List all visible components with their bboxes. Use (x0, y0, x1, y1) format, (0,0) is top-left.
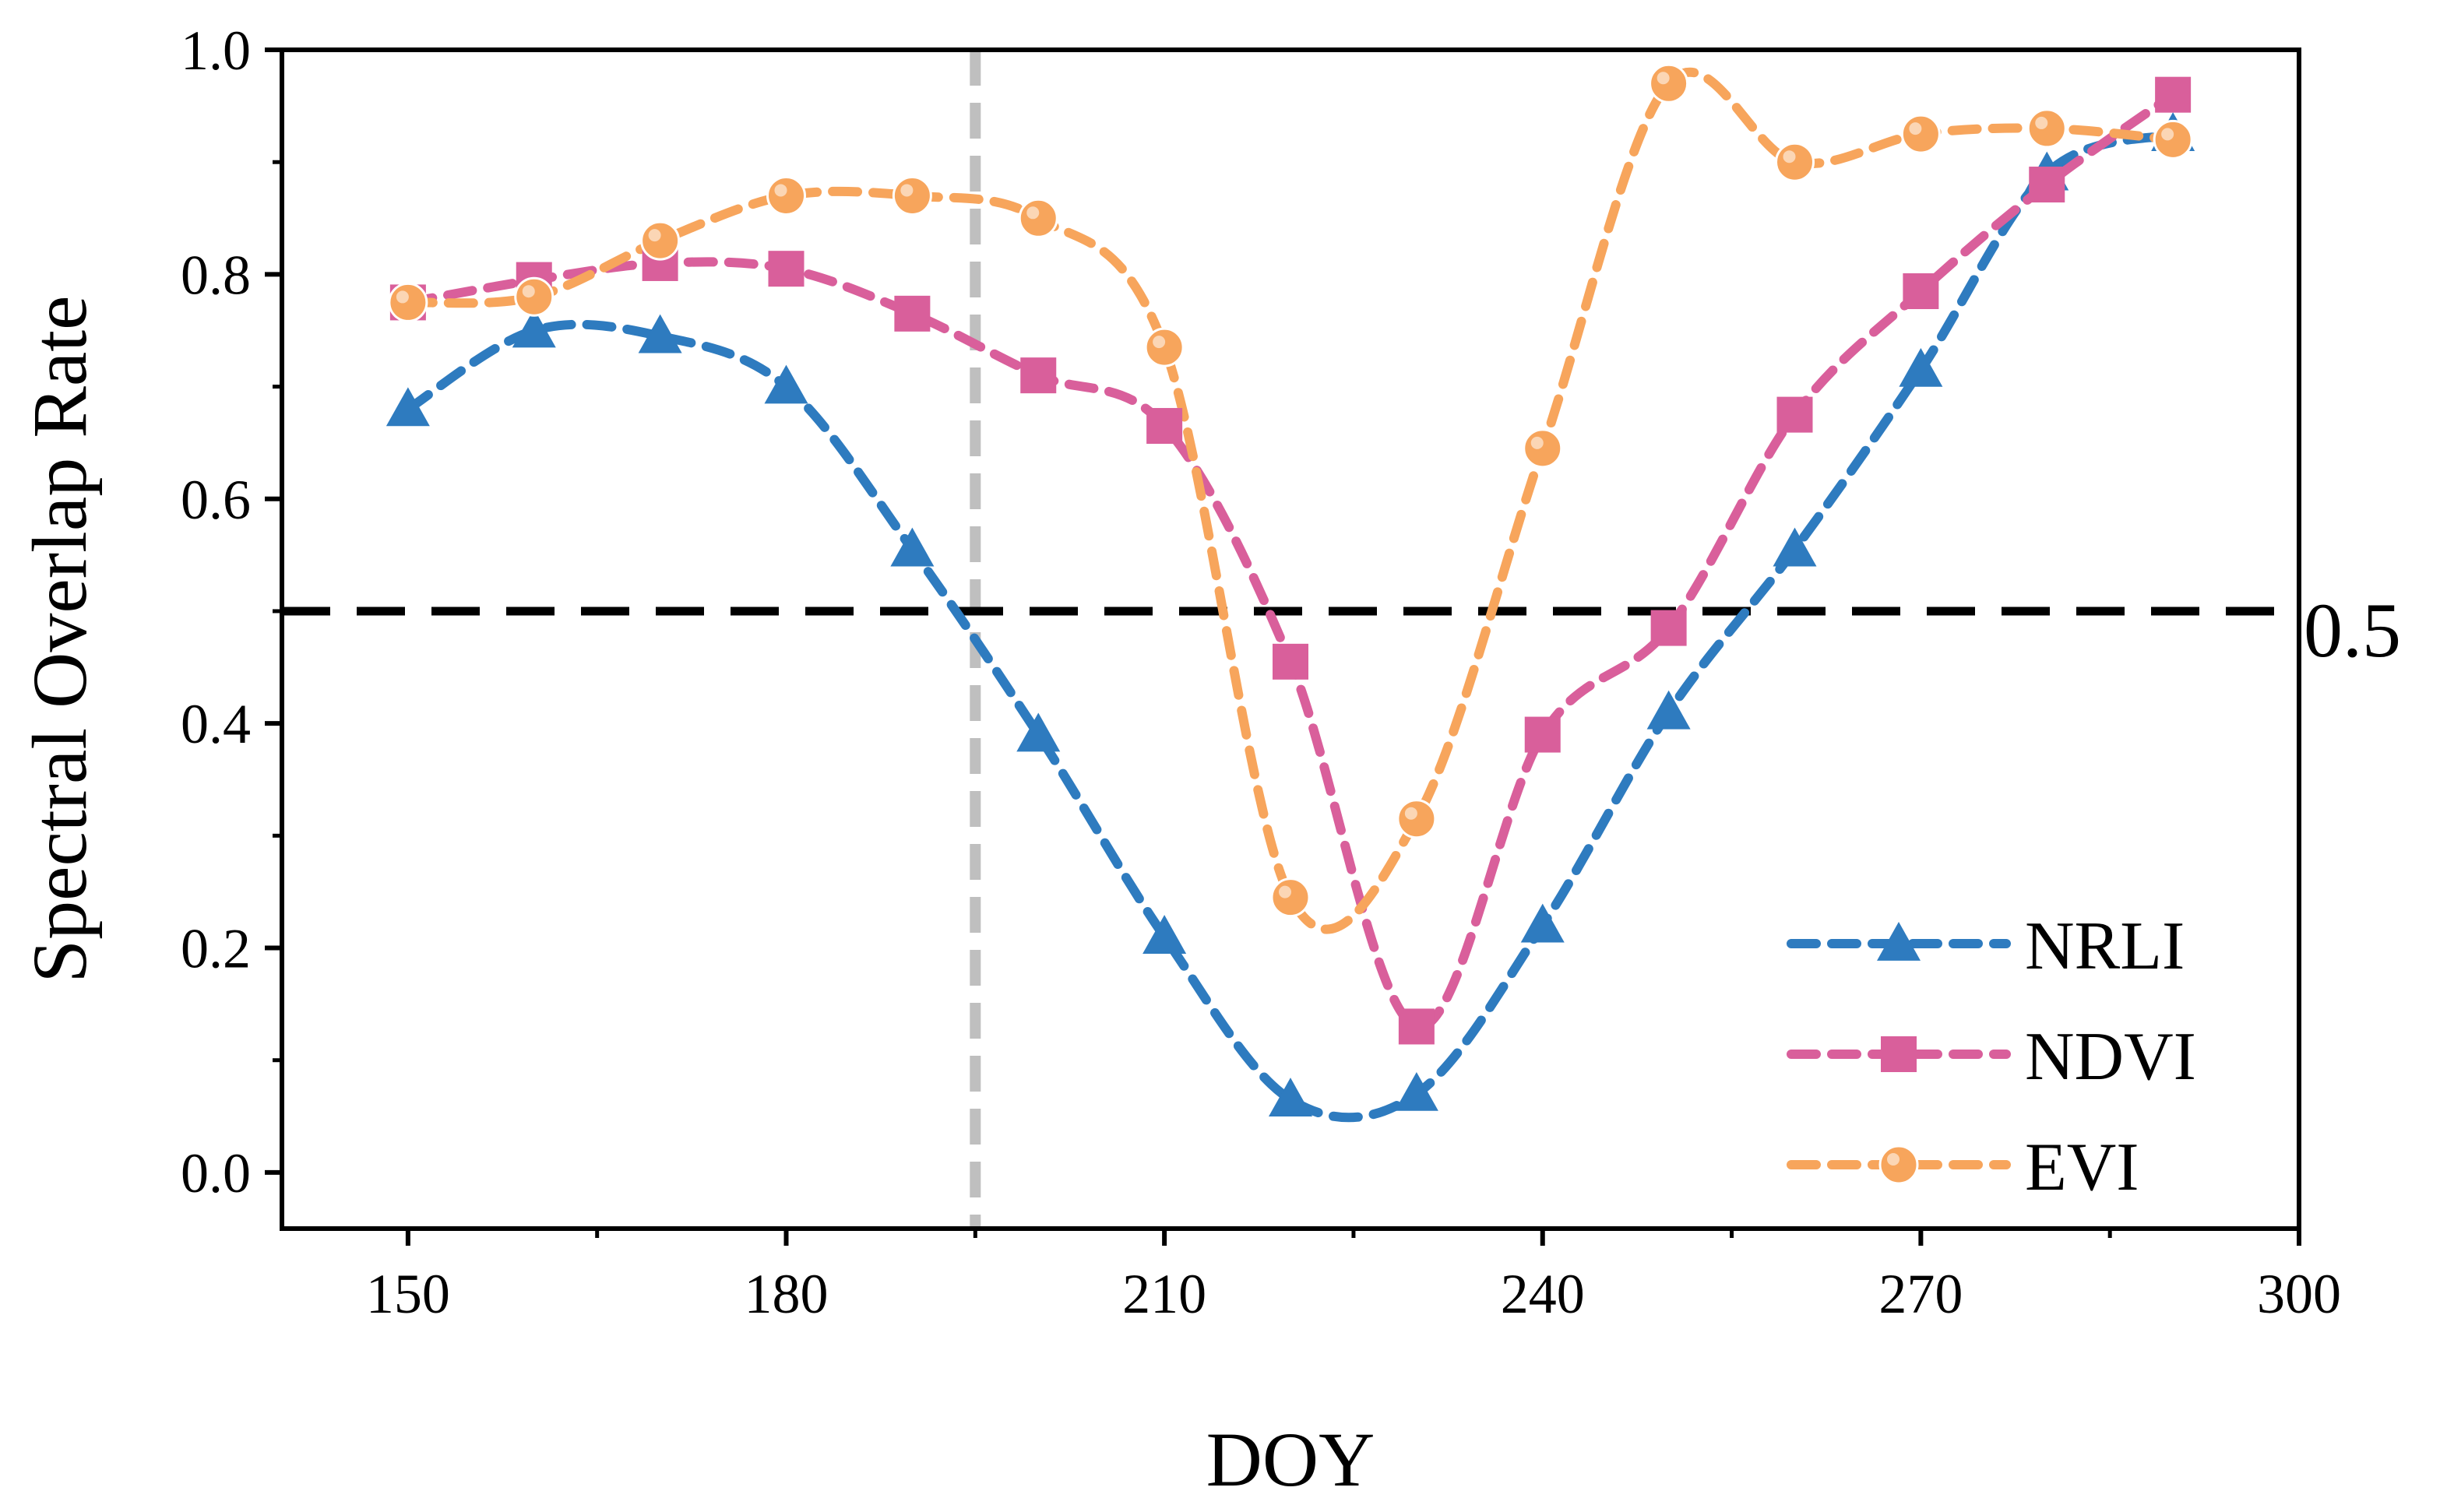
series-layer (386, 63, 2195, 1123)
x-axis-title: DOY (1206, 1416, 1375, 1503)
point-evi-290-highlight (2161, 128, 2174, 141)
legend-label-nrli: NRLI (2025, 909, 2185, 984)
point-evi-170-highlight (648, 229, 661, 242)
point-evi-260-highlight (1783, 150, 1796, 164)
x-tick-label-270: 270 (1878, 1263, 1963, 1325)
y-tick-label-3: 0.6 (181, 469, 251, 531)
point-evi-290 (2153, 119, 2193, 160)
point-ndvi-270 (1903, 273, 1939, 310)
point-evi-280 (2026, 108, 2067, 149)
legend-label-ndvi: NDVI (2025, 1019, 2196, 1095)
y-tick-label-0: 0.0 (181, 1142, 251, 1204)
point-nrli-250 (1646, 690, 1691, 730)
point-ndvi-230 (1398, 1008, 1435, 1045)
point-nrli-260 (1773, 527, 1817, 567)
point-nrli-170 (638, 314, 682, 353)
point-evi-270 (1900, 114, 1941, 154)
x-tick-label-180: 180 (745, 1263, 829, 1325)
point-nrli-240 (1520, 903, 1565, 943)
point-ndvi-260 (1776, 396, 1813, 433)
point-evi-210-highlight (1153, 336, 1166, 349)
point-nrli-270 (1899, 347, 1943, 387)
point-evi-200-highlight (1026, 206, 1040, 220)
point-evi-150 (388, 282, 428, 322)
point-evi-240 (1523, 428, 1563, 469)
reference-line-label: 0.5 (2304, 587, 2401, 673)
legend-marker-ndvi (1881, 1036, 1917, 1072)
point-ndvi-200 (1020, 357, 1057, 394)
point-nrli-190 (890, 527, 935, 567)
point-evi-220 (1270, 877, 1311, 918)
point-nrli-150 (386, 387, 430, 427)
point-nrli-200 (1016, 712, 1061, 752)
point-evi-190-highlight (900, 184, 914, 197)
point-evi-150-highlight (396, 290, 409, 304)
point-nrli-230 (1394, 1071, 1438, 1111)
legend-marker-nrli (1877, 922, 1921, 961)
x-tick-label-150: 150 (366, 1263, 450, 1325)
point-evi-250-highlight (1657, 72, 1670, 85)
legend: NRLI NDVI EVI (1787, 909, 2196, 1205)
point-evi-200 (1018, 198, 1058, 238)
point-evi-160 (514, 276, 555, 317)
y-tick-label-4: 0.8 (181, 244, 251, 306)
x-tick-label-300: 300 (2257, 1263, 2341, 1325)
point-nrli-160 (512, 308, 556, 348)
x-tick-label-210: 210 (1122, 1263, 1206, 1325)
point-evi-180 (766, 175, 806, 216)
point-evi-230 (1396, 799, 1437, 839)
legend-label-evi: EVI (2025, 1130, 2139, 1205)
point-evi-160-highlight (522, 285, 535, 298)
point-evi-210 (1144, 327, 1185, 367)
x-tick-label-240: 240 (1501, 1263, 1585, 1325)
point-nrli-180 (764, 364, 808, 404)
point-evi-270-highlight (1909, 122, 1922, 135)
y-axis-title: Spectral Overlap Rate (16, 296, 103, 983)
point-ndvi-220 (1273, 643, 1308, 680)
point-evi-190 (892, 175, 932, 216)
legend-marker-evi (1878, 1145, 1919, 1185)
point-evi-230-highlight (1404, 807, 1417, 820)
plot-frame (280, 47, 2301, 1231)
point-evi-260 (1775, 142, 1815, 182)
y-tick-label-1: 0.2 (181, 918, 251, 980)
point-nrli-220 (1269, 1078, 1312, 1117)
point-ndvi-280 (2029, 167, 2065, 203)
point-ndvi-190 (894, 295, 931, 332)
point-ndvi-210 (1146, 408, 1183, 445)
y-tick-label-5: 1.0 (181, 19, 251, 82)
point-evi-220-highlight (1279, 885, 1291, 898)
point-evi-180-highlight (774, 184, 787, 197)
point-evi-280-highlight (2035, 116, 2048, 129)
point-ndvi-290 (2155, 76, 2192, 113)
point-ndvi-250 (1650, 610, 1687, 646)
ticks-layer: 150 180 210 240 270 300 0.0 0.2 0.4 0.6 0.8 1.0 (181, 19, 2341, 1325)
legend-marker-evi-highlight (1887, 1153, 1900, 1166)
point-evi-240-highlight (1530, 436, 1544, 449)
point-evi-250 (1649, 63, 1689, 104)
point-evi-170 (640, 220, 681, 261)
series-line-evi (403, 67, 2178, 934)
y-tick-label-2: 0.4 (181, 693, 251, 755)
point-ndvi-240 (1524, 716, 1561, 753)
point-ndvi-180 (768, 251, 805, 287)
point-nrli-210 (1143, 915, 1187, 954)
